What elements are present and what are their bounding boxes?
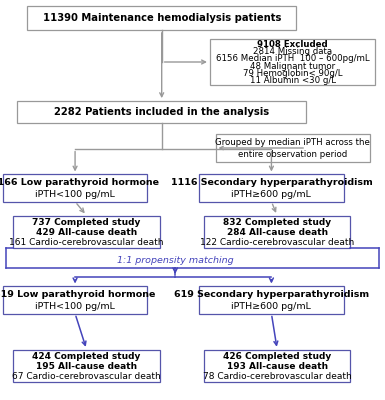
FancyBboxPatch shape bbox=[3, 286, 147, 314]
Text: 6156 Median iPTH  100 – 600pg/mL: 6156 Median iPTH 100 – 600pg/mL bbox=[216, 54, 370, 63]
Text: 619 Secondary hyperparathyroidism: 619 Secondary hyperparathyroidism bbox=[174, 290, 369, 299]
FancyBboxPatch shape bbox=[27, 6, 296, 30]
FancyBboxPatch shape bbox=[3, 174, 147, 202]
Text: 11 Albumin <30 g/L: 11 Albumin <30 g/L bbox=[249, 76, 336, 85]
Text: 1116 Secondary hyperparathyroidism: 1116 Secondary hyperparathyroidism bbox=[171, 178, 372, 187]
FancyBboxPatch shape bbox=[17, 101, 306, 123]
FancyBboxPatch shape bbox=[199, 286, 344, 314]
Text: 193 All-cause death: 193 All-cause death bbox=[227, 362, 328, 371]
Text: 424 Completed study: 424 Completed study bbox=[32, 352, 141, 361]
FancyBboxPatch shape bbox=[13, 216, 160, 248]
Text: 161 Cardio-cerebrovascular death: 161 Cardio-cerebrovascular death bbox=[9, 238, 164, 247]
Text: 1166 Low parathyroid hormone: 1166 Low parathyroid hormone bbox=[0, 178, 159, 187]
Text: 2282 Patients included in the analysis: 2282 Patients included in the analysis bbox=[54, 107, 269, 117]
Text: 67 Cardio-cerebrovascular death: 67 Cardio-cerebrovascular death bbox=[12, 372, 161, 381]
Text: entire observation period: entire observation period bbox=[238, 150, 347, 159]
Text: 426 Completed study: 426 Completed study bbox=[223, 352, 331, 361]
Text: 48 Malignant tumor: 48 Malignant tumor bbox=[250, 62, 335, 70]
FancyBboxPatch shape bbox=[13, 350, 160, 382]
FancyBboxPatch shape bbox=[210, 39, 375, 85]
Text: 79 Hemoglobin< 90g/L: 79 Hemoglobin< 90g/L bbox=[243, 69, 342, 78]
Text: 429 All-cause death: 429 All-cause death bbox=[36, 228, 137, 237]
Text: iPTH<100 pg/mL: iPTH<100 pg/mL bbox=[35, 190, 115, 199]
FancyBboxPatch shape bbox=[204, 216, 350, 248]
Text: 11390 Maintenance hemodialysis patients: 11390 Maintenance hemodialysis patients bbox=[42, 13, 281, 23]
Text: 122 Cardio-cerebrovascular death: 122 Cardio-cerebrovascular death bbox=[200, 238, 354, 247]
FancyBboxPatch shape bbox=[199, 174, 344, 202]
Text: 284 All-cause death: 284 All-cause death bbox=[227, 228, 328, 237]
Text: 78 Cardio-cerebrovascular death: 78 Cardio-cerebrovascular death bbox=[203, 372, 352, 381]
Text: iPTH≥600 pg/mL: iPTH≥600 pg/mL bbox=[231, 302, 311, 311]
Text: 832 Completed study: 832 Completed study bbox=[223, 218, 331, 227]
Text: iPTH≥600 pg/mL: iPTH≥600 pg/mL bbox=[231, 190, 311, 199]
Text: 195 All-cause death: 195 All-cause death bbox=[36, 362, 137, 371]
Text: iPTH<100 pg/mL: iPTH<100 pg/mL bbox=[35, 302, 115, 311]
Text: 619 Low parathyroid hormone: 619 Low parathyroid hormone bbox=[0, 290, 156, 299]
FancyBboxPatch shape bbox=[216, 134, 370, 162]
Text: 9108 Excluded: 9108 Excluded bbox=[257, 40, 328, 49]
FancyBboxPatch shape bbox=[204, 350, 350, 382]
Text: Grouped by median iPTH across the: Grouped by median iPTH across the bbox=[215, 138, 370, 147]
Text: 737 Completed study: 737 Completed study bbox=[32, 218, 141, 227]
Text: 2814 Missing data: 2814 Missing data bbox=[253, 47, 332, 56]
Text: 1:1 propensity matching: 1:1 propensity matching bbox=[117, 256, 233, 265]
